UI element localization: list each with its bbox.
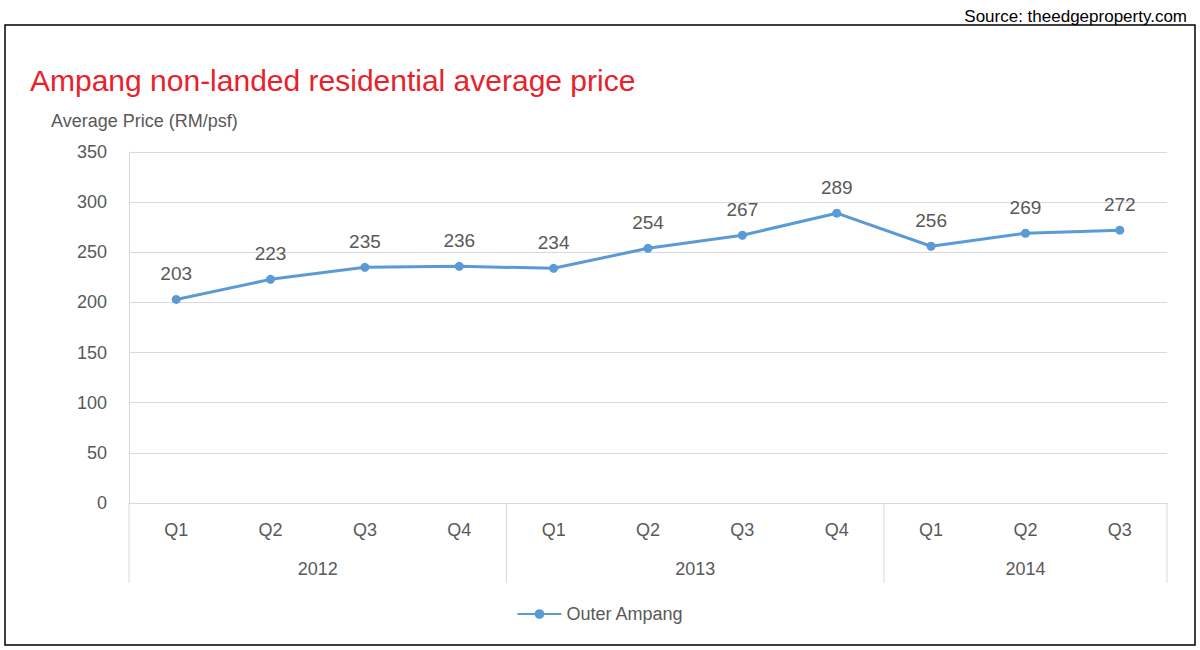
svg-text:250: 250 [77,242,107,262]
svg-text:Q4: Q4 [447,520,471,540]
svg-text:Q2: Q2 [636,520,660,540]
svg-text:Q3: Q3 [1108,520,1132,540]
svg-text:236: 236 [443,230,475,251]
svg-text:200: 200 [77,292,107,312]
svg-text:269: 269 [1010,197,1042,218]
svg-text:Q3: Q3 [730,520,754,540]
svg-text:Q2: Q2 [1013,520,1037,540]
svg-text:203: 203 [160,263,192,284]
svg-text:Q2: Q2 [259,520,283,540]
svg-text:100: 100 [77,393,107,413]
svg-text:Q1: Q1 [164,520,188,540]
svg-text:350: 350 [77,142,107,162]
svg-text:2014: 2014 [1005,559,1045,579]
svg-text:Outer Ampang: Outer Ampang [566,604,682,624]
svg-text:267: 267 [727,199,759,220]
svg-text:2013: 2013 [675,559,715,579]
svg-text:0: 0 [97,493,107,513]
svg-text:Average Price (RM/psf): Average Price (RM/psf) [51,111,238,131]
svg-text:Q1: Q1 [919,520,943,540]
svg-text:Q1: Q1 [542,520,566,540]
svg-text:256: 256 [915,210,947,231]
svg-text:234: 234 [538,232,570,253]
svg-text:Q3: Q3 [353,520,377,540]
svg-text:150: 150 [77,343,107,363]
svg-text:254: 254 [632,212,664,233]
svg-text:Ampang non-landed residential: Ampang non-landed residential average pr… [30,64,635,97]
svg-text:235: 235 [349,231,381,252]
svg-text:272: 272 [1104,194,1136,215]
svg-text:289: 289 [821,177,853,198]
svg-text:50: 50 [87,443,107,463]
svg-text:Q4: Q4 [825,520,849,540]
svg-text:223: 223 [255,243,287,264]
svg-text:Source: theedgeproperty.com: Source: theedgeproperty.com [964,7,1187,26]
svg-text:300: 300 [77,192,107,212]
svg-text:2012: 2012 [298,559,338,579]
